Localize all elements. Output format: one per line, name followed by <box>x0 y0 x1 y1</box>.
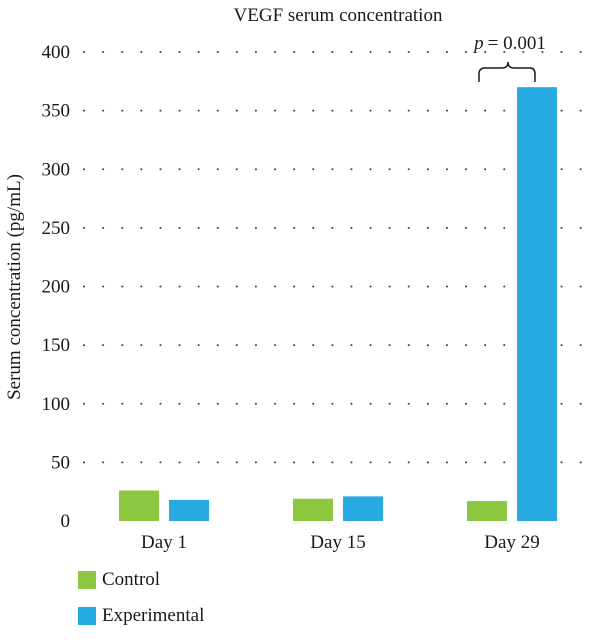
x-tick-label-day-1: Day 1 <box>141 532 187 553</box>
y-tick-label-300: 300 <box>42 159 71 180</box>
significance-annotation: p = 0.001 <box>472 33 546 82</box>
y-tick-label-350: 350 <box>42 101 71 122</box>
bar-experimental-day-1 <box>169 499 209 521</box>
p-symbol: p <box>472 33 484 54</box>
bars <box>119 87 557 522</box>
legend: Control Experimental <box>78 568 204 640</box>
bar-control-day-1 <box>119 490 159 521</box>
legend-item-experimental: Experimental <box>78 604 204 628</box>
y-tick-label-150: 150 <box>42 335 71 356</box>
p-value-text: = 0.001 <box>488 33 546 54</box>
y-tick-label-400: 400 <box>42 42 71 63</box>
legend-label-experimental: Experimental <box>102 605 205 626</box>
y-tick-label-200: 200 <box>42 277 71 298</box>
p-value-annotation: p = 0.001 <box>472 33 546 54</box>
bar-experimental-day-29 <box>517 87 557 522</box>
bar-control-day-29 <box>467 501 507 521</box>
bar-experimental-day-15 <box>343 496 383 521</box>
y-tick-label-100: 100 <box>42 394 71 415</box>
y-tick-label-50: 50 <box>51 452 70 473</box>
y-tick-label-0: 0 <box>61 511 71 532</box>
significance-bracket <box>478 61 536 82</box>
bar-control-day-15 <box>293 498 333 521</box>
legend-swatch-experimental <box>78 607 96 625</box>
legend-swatch-control <box>78 571 96 589</box>
x-tick-label-day-29: Day 29 <box>484 532 539 553</box>
legend-item-control: Control <box>78 568 204 592</box>
y-axis-label: Serum concentration (pg/mL) <box>4 174 25 400</box>
y-tick-label-250: 250 <box>42 218 71 239</box>
y-tick-labels: 0 50 100 150 200 250 300 350 400 <box>42 42 71 532</box>
x-tick-labels: Day 1 Day 15 Day 29 <box>141 532 540 553</box>
chart-title: VEGF serum concentration <box>234 5 443 26</box>
x-tick-label-day-15: Day 15 <box>310 532 365 553</box>
legend-label-control: Control <box>102 569 161 590</box>
